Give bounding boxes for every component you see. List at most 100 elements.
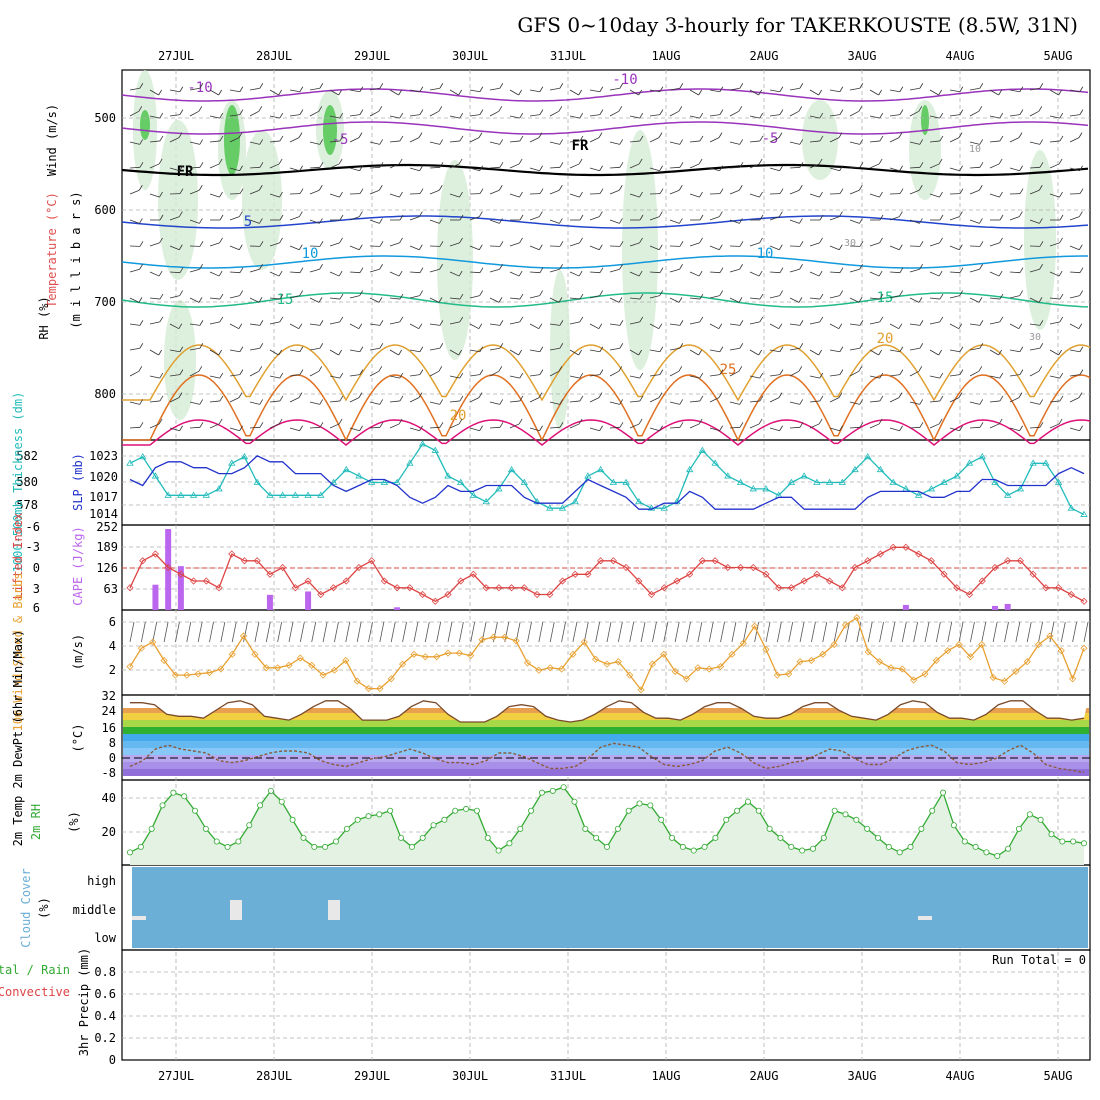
wind-barb: [859, 343, 864, 349]
tick-label: 6: [33, 601, 40, 615]
wind-barb: [729, 110, 740, 117]
wind-barb: [799, 162, 804, 168]
wind-barb: [549, 297, 560, 303]
lifted-line-point: [151, 550, 160, 558]
wind-barb: [1058, 158, 1063, 165]
wind-barb: [759, 372, 764, 379]
wind-barb: [449, 271, 460, 277]
thickness-line-point: [495, 485, 503, 492]
wind-barb: [1029, 166, 1041, 169]
wind-barb: [1079, 211, 1083, 217]
wind-barb: [779, 86, 784, 92]
wind10-line-point: [830, 640, 838, 649]
wind-barb: [218, 270, 223, 277]
wind-barb: [739, 422, 744, 428]
wind-barb: [829, 216, 840, 221]
wind-barb: [899, 346, 904, 352]
thickness-line-point: [444, 472, 452, 479]
rh-line-point: [181, 793, 188, 800]
wind-barb: [129, 141, 140, 145]
temp-band: [123, 762, 1089, 769]
wind-barb: [278, 349, 283, 356]
wind-barb: [778, 323, 783, 329]
wind-barb: [489, 87, 500, 91]
wind-barb: [699, 191, 703, 198]
wind-barb: [1009, 137, 1020, 143]
wind-barb-10m: [1004, 621, 1009, 643]
wind-barb: [889, 427, 900, 432]
wind-barb: [569, 89, 579, 96]
wind-barb: [818, 418, 823, 425]
wind-barb: [478, 244, 483, 250]
wind-barb: [1079, 109, 1084, 115]
wind-barb: [309, 219, 320, 224]
wind-barb: [749, 349, 759, 356]
wind-barb: [1029, 426, 1041, 429]
wind-barb: [869, 271, 880, 277]
tick-label: 0: [33, 561, 40, 575]
thickness-line-point: [546, 504, 554, 511]
wind-barb: [399, 237, 403, 244]
wind-barb: [329, 193, 340, 198]
wind-barb: [609, 141, 620, 145]
wind-barb: [759, 135, 764, 142]
wind-barb: [209, 89, 219, 96]
wind-barb: [299, 211, 303, 217]
wind-barb: [869, 242, 880, 247]
wind-barb: [598, 392, 603, 398]
wind-barb: [699, 395, 704, 402]
wind-barb: [158, 418, 163, 425]
wind-barb: [569, 193, 580, 198]
wind-barb: [399, 372, 404, 379]
wind-barb-10m: [129, 621, 135, 643]
wind-barb: [309, 347, 320, 351]
wind-barb: [959, 290, 964, 296]
wind-barb: [129, 323, 140, 326]
wind-barb: [239, 165, 243, 171]
wind-barb: [969, 426, 981, 429]
wind-barb: [229, 89, 240, 93]
wind-barb: [779, 165, 783, 171]
lifted-line-point: [1016, 557, 1024, 565]
wind-barb: [219, 372, 224, 379]
wind-barb: [999, 112, 1004, 119]
wind-barb: [579, 112, 584, 119]
wind-barb: [189, 426, 201, 429]
wind-barb: [429, 323, 440, 326]
wind-barb: [989, 242, 1000, 247]
cape-bar: [991, 605, 998, 610]
wind-barb: [669, 189, 680, 195]
wind-barb: [459, 191, 463, 198]
wind-barb: [599, 369, 604, 375]
wind-barb: [389, 115, 400, 119]
wind-barb: [749, 400, 760, 403]
wind-barb: [618, 106, 623, 112]
wind-barb: [659, 188, 664, 194]
wind-barb: [449, 140, 460, 143]
lifted-line-point: [749, 563, 757, 572]
wind-barb: [549, 401, 560, 405]
wind-barb: [749, 163, 760, 169]
wind-barb: [419, 369, 424, 375]
wind-barb: [649, 216, 660, 221]
wind-barb: [279, 316, 284, 323]
wind-barb: [139, 264, 143, 270]
wind-barb: [369, 297, 380, 303]
wind-barb: [989, 89, 999, 96]
lifted-line-point: [520, 584, 528, 592]
wind-barb: [619, 264, 623, 270]
wind-barb: [1018, 244, 1023, 250]
wind-barb: [499, 162, 504, 168]
wind-barb: [189, 141, 200, 145]
wind-barb: [589, 167, 600, 172]
wind-barb: [529, 323, 540, 330]
wind-barb: [689, 193, 700, 198]
wind10-line-point: [648, 660, 656, 668]
wind-barb: [979, 343, 984, 349]
wind-barb: [1059, 237, 1063, 244]
wind-barb: [938, 89, 943, 96]
wind10-line-point: [796, 658, 804, 666]
contour-label: 15: [277, 292, 294, 308]
wind10-line-point: [228, 650, 236, 658]
wind-barb: [969, 323, 980, 326]
